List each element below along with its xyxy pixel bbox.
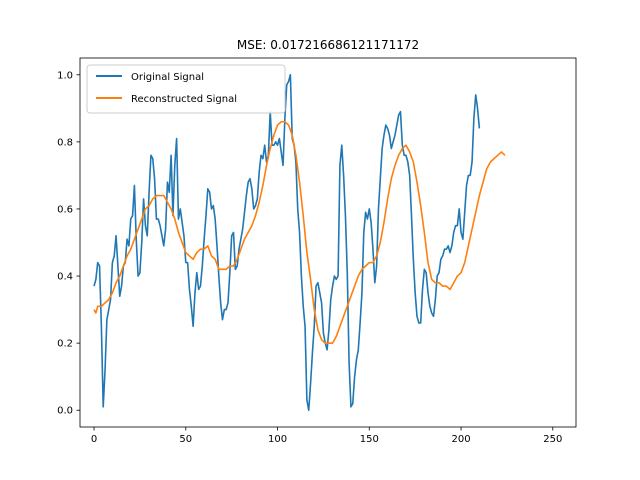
x-tick-label: 100 [268,434,287,445]
x-tick-label: 250 [543,434,562,445]
legend-label-original: Original Signal [131,72,204,83]
y-tick-label: 0.0 [57,406,73,417]
x-tick-label: 0 [91,434,97,445]
x-tick-label: 150 [360,434,379,445]
x-tick-label: 200 [451,434,470,445]
y-tick-label: 1.0 [57,70,73,81]
legend-box [86,64,286,114]
y-tick-label: 0.8 [57,137,73,148]
series-layer [93,73,506,412]
legend: Original Signal Reconstructed Signal [86,64,286,114]
x-tick-label: 50 [179,434,192,445]
y-tick-label: 0.6 [57,204,73,215]
legend-label-reconstructed: Reconstructed Signal [131,94,237,105]
plot-frame [79,57,577,428]
series-line-reconstructed-signal [93,120,506,344]
axes-layer: 0 50 100 150 200 250 0.0 0.2 0.4 0.6 0.8 1.0 [57,57,577,445]
series-line-original-signal [93,73,481,412]
chart-title: MSE: 0.017216686121171172 [237,38,419,52]
y-tick-label: 0.4 [57,272,73,283]
y-tick-label: 0.2 [57,339,73,350]
